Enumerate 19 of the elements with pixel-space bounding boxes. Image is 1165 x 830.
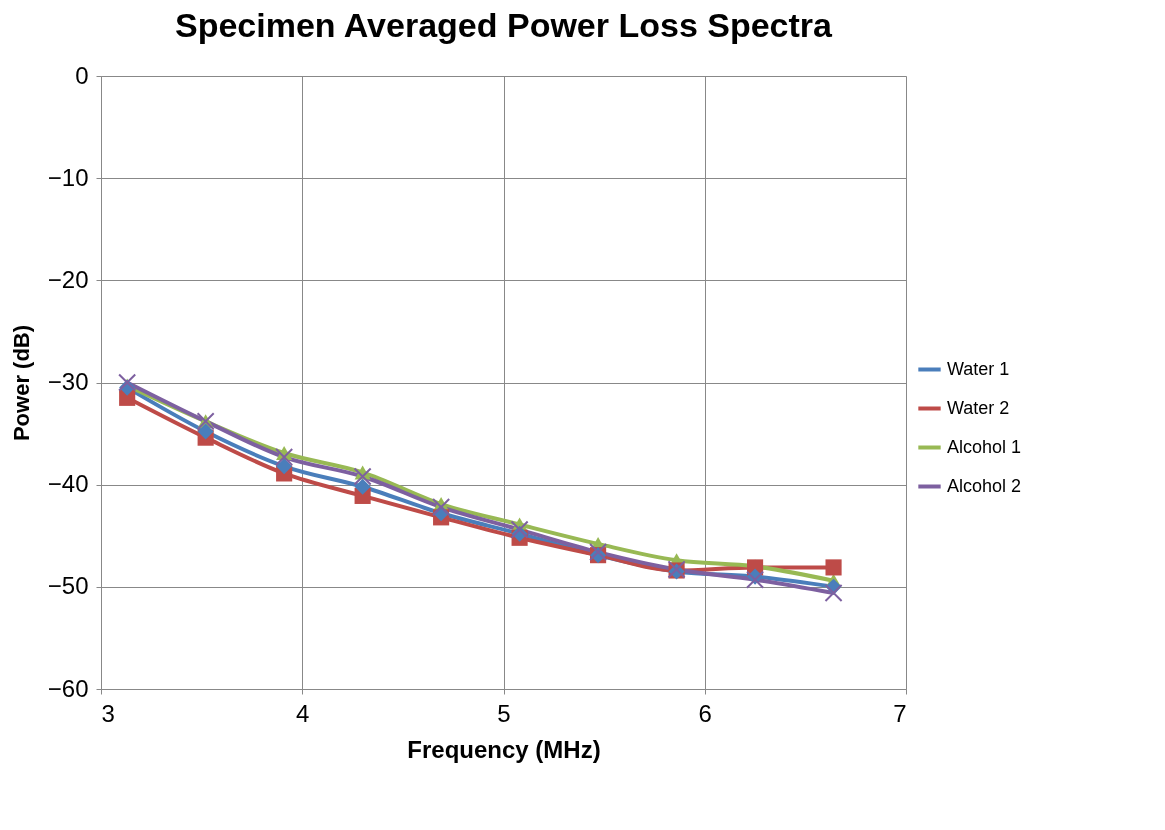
x-tick-label: 6: [698, 699, 712, 727]
legend-label: Water 2: [947, 397, 1010, 418]
y-tick-label: −50: [47, 572, 89, 600]
y-tick-label: −40: [47, 470, 89, 498]
x-tick-label: 3: [101, 699, 115, 727]
legend-label: Water 1: [947, 358, 1010, 379]
x-tick-label: 7: [893, 699, 907, 727]
y-tick-label: 0: [75, 61, 89, 89]
y-tick-label: −60: [47, 674, 89, 702]
y-axis-title: Power (dB): [8, 324, 34, 442]
y-tick-label: −30: [47, 368, 89, 395]
y-tick-label: −10: [47, 163, 89, 191]
legend-label: Alcohol 2: [947, 475, 1022, 496]
x-tick-label: 5: [497, 699, 511, 727]
chart-title: Specimen Averaged Power Loss Spectra: [175, 6, 834, 44]
legend-label: Alcohol 1: [947, 436, 1022, 457]
x-axis-title: Frequency (MHz): [407, 735, 601, 763]
y-tick-label: −20: [47, 265, 89, 293]
x-tick-label: 4: [296, 699, 310, 727]
